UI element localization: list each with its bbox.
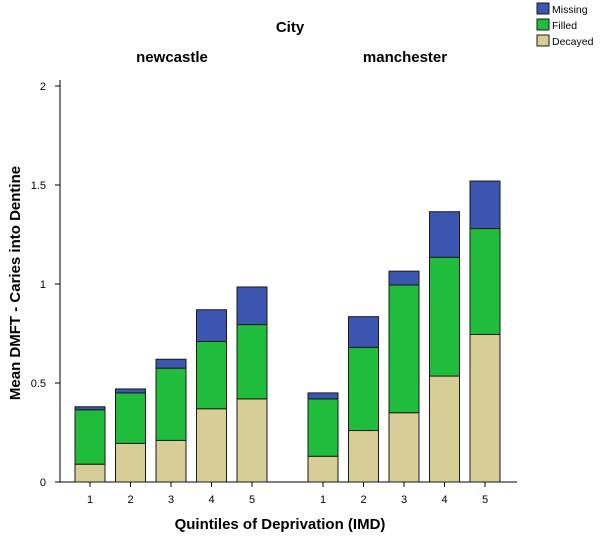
bar-manchester-2-missing [348, 316, 379, 348]
bar-newcastle-2-decayed [115, 442, 146, 483]
bar-newcastle-3-missing [155, 358, 187, 369]
bar-manchester-1-decayed [307, 455, 339, 483]
bar-manchester-3-filled [388, 284, 420, 414]
bar-newcastle-5-missing [236, 286, 268, 326]
x-tick-label: 3 [168, 494, 174, 506]
bar-manchester-4-missing [429, 211, 460, 258]
x-tick-label: 1 [87, 494, 93, 506]
bar-manchester-2-decayed [348, 430, 379, 483]
bar-newcastle-1-decayed [74, 463, 106, 483]
x-tick-label: 1 [320, 494, 326, 506]
bar-manchester-5-missing [469, 180, 501, 230]
y-tick-label: 1 [40, 279, 46, 291]
bar-manchester-5-filled [469, 228, 501, 335]
bar-manchester-5-decayed [469, 333, 501, 483]
y-tick-label: 1.5 [31, 180, 46, 192]
x-tick-label: 2 [127, 494, 133, 506]
bar-newcastle-4-filled [196, 340, 227, 410]
legend: Missing Filled Decayed [536, 2, 594, 48]
bar-manchester-2-filled [348, 346, 379, 432]
legend-label-decayed: Decayed [552, 36, 594, 48]
x-tick-label: 2 [360, 494, 366, 506]
legend-swatch-filled [536, 18, 550, 31]
x-tick-label: 5 [482, 494, 488, 506]
x-tick-label: 5 [249, 494, 255, 506]
bar-manchester-3-missing [388, 270, 420, 286]
bar-newcastle-4-decayed [196, 408, 227, 483]
panel-title-newcastle: newcastle [136, 49, 208, 66]
legend-swatch-decayed [536, 34, 550, 47]
bar-newcastle-1-filled [74, 409, 106, 465]
y-axis-label: Mean DMFT - Caries into Dentine [7, 166, 24, 400]
panel-title-manchester: manchester [363, 49, 447, 66]
bar-newcastle-3-filled [155, 367, 187, 441]
bar-newcastle-1-missing [74, 406, 106, 411]
y-tick-label: 2 [40, 81, 46, 93]
legend-label-filled: Filled [552, 20, 577, 32]
bar-manchester-4-decayed [429, 375, 460, 483]
x-tick-label: 4 [441, 494, 447, 506]
bar-newcastle-5-decayed [236, 398, 268, 483]
bar-manchester-3-decayed [388, 412, 420, 483]
bar-newcastle-2-filled [115, 392, 146, 444]
legend-swatch-missing [536, 2, 550, 15]
x-axis-label: Quintiles of Deprivation (IMD) [175, 516, 386, 533]
bar-newcastle-4-missing [196, 309, 227, 342]
bar-manchester-1-filled [307, 398, 339, 457]
bar-newcastle-2-missing [115, 388, 146, 394]
y-tick-label: 0 [40, 477, 46, 489]
bar-newcastle-3-decayed [155, 439, 187, 483]
bar-newcastle-5-filled [236, 324, 268, 400]
x-tick-label: 4 [208, 494, 214, 506]
legend-label-missing: Missing [552, 4, 588, 16]
y-tick-label: 0.5 [31, 378, 46, 390]
bar-manchester-4-filled [429, 256, 460, 377]
bar-manchester-1-missing [307, 392, 339, 400]
super-title: City [276, 19, 305, 36]
x-tick-label: 3 [401, 494, 407, 506]
